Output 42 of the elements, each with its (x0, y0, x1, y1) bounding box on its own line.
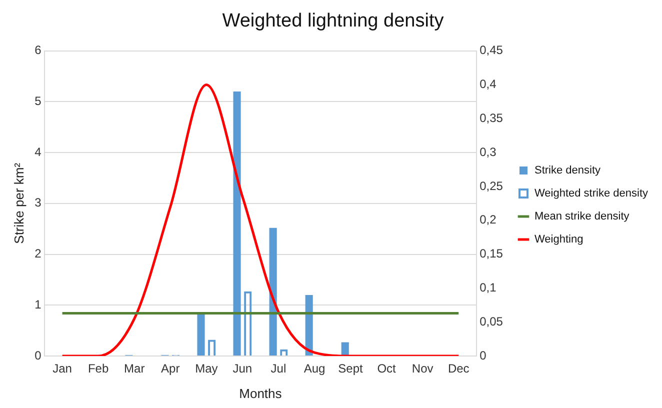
y2-tick-label: 0,2 (480, 212, 497, 227)
y-tick-label: 3 (34, 196, 42, 210)
y2-tick-label: 0,35 (480, 110, 504, 125)
bar (341, 342, 349, 356)
y-tick-label: 6 (34, 43, 42, 58)
legend-label: Weighted strike density (534, 188, 648, 200)
bar (305, 294, 313, 356)
legend-label: Mean strike density (534, 210, 630, 223)
line-series (61, 83, 460, 356)
legend-label: Strike density (534, 164, 602, 177)
y2-tick-label: 0 (480, 348, 487, 362)
x-tick-label: Oct (377, 362, 397, 376)
legend-label: Weighting (534, 234, 584, 246)
x-tick-label: Feb (88, 362, 109, 376)
y-tick-label: 2 (34, 246, 42, 261)
y-tick-label: 5 (34, 94, 42, 108)
bar (269, 228, 277, 356)
x-tick-label: Sept (338, 362, 364, 376)
chart-title: Weighted lightning density (222, 10, 444, 32)
bar (197, 314, 205, 356)
x-tick-label: Dec (448, 362, 470, 376)
x-tick-label: May (195, 362, 218, 376)
y-tick-label: 4 (34, 144, 42, 159)
x-axis-title: Months (239, 386, 282, 401)
y2-tick-label: 0,4 (480, 77, 497, 92)
y2-tick-label: 0,3 (480, 144, 497, 159)
x-tick-label: Apr (161, 362, 180, 376)
x-tick-label: Mar (124, 362, 145, 376)
x-tick-label: Aug (304, 362, 326, 376)
y2-tick-label: 0,45 (480, 43, 504, 58)
y-axis-title: Strike per km² (11, 162, 26, 244)
y2-tick-label: 0,15 (480, 246, 504, 261)
y2-tick-label: 0,25 (480, 178, 504, 193)
y2-tick-label: 0,05 (480, 314, 504, 328)
x-tick-label: Jan (52, 362, 72, 376)
x-tick-label: Jul (270, 362, 286, 376)
y-tick-label: 0 (34, 348, 42, 362)
y2-tick-label: 0,1 (480, 280, 497, 294)
x-tick-label: Jun (232, 362, 252, 376)
y-tick-label: 1 (34, 297, 42, 312)
x-tick-label: Nov (412, 362, 434, 376)
bar (233, 91, 241, 356)
